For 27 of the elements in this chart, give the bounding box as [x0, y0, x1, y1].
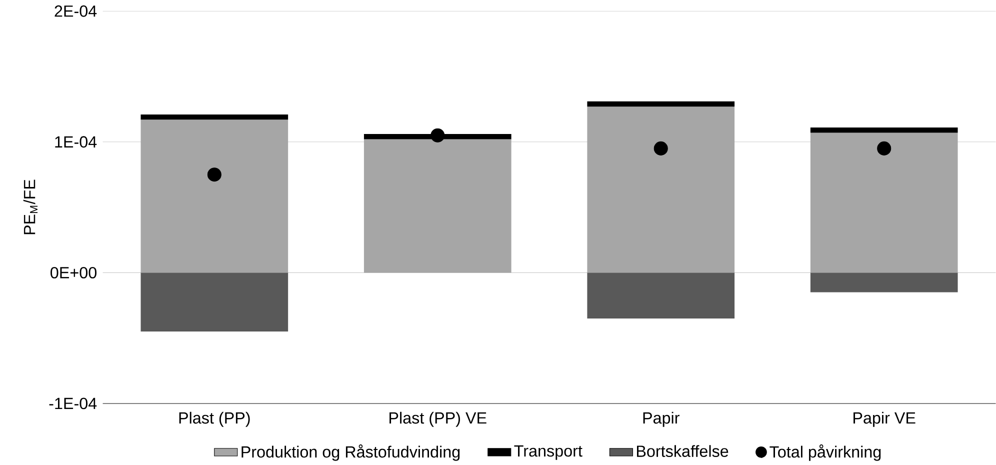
bar: [810, 272, 958, 292]
legend-label: Total påvirkning: [770, 444, 881, 461]
point: [430, 128, 445, 142]
bar: [587, 272, 735, 318]
y-axis-title: PE$_{M}$/FE: [23, 180, 38, 234]
bar: [587, 106, 735, 273]
legend-label: Produktion og Råstofudvinding: [242, 444, 460, 461]
x-tick-label: Papir: [643, 412, 680, 427]
x-tick-label: Papir VE: [854, 412, 916, 427]
x-tick-label: Plast (PP): [179, 412, 250, 427]
bar: [364, 139, 512, 273]
bar: [140, 120, 288, 273]
bar: [140, 114, 288, 120]
y-tick-label: -1E-04: [49, 398, 97, 410]
point: [207, 167, 222, 182]
y-tick-label: 1E-04: [55, 136, 97, 148]
bar: [810, 132, 958, 273]
legend-label: Transport: [514, 445, 582, 460]
point: [654, 141, 668, 156]
point: [877, 141, 892, 156]
bar: [810, 127, 958, 133]
bar: [587, 101, 735, 106]
x-tick-label: Plast (PP) VE: [390, 412, 486, 427]
bar: [140, 272, 288, 332]
y-tick-label: 0E+00: [50, 266, 96, 278]
y-tick-label: 2E-04: [54, 5, 97, 17]
legend-label: Bortskaffelse: [637, 444, 728, 457]
